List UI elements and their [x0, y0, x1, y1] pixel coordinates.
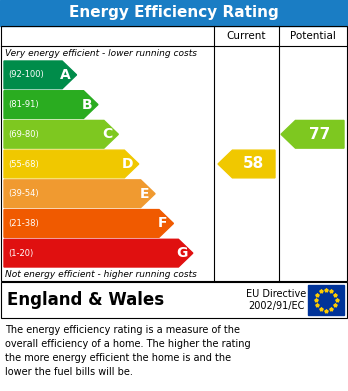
Polygon shape: [4, 120, 118, 148]
Polygon shape: [218, 150, 275, 178]
Text: B: B: [82, 98, 93, 111]
Text: 58: 58: [243, 156, 264, 172]
Polygon shape: [4, 180, 155, 208]
Bar: [0, 281, 348, 319]
Bar: [1, 282, 347, 318]
Text: F: F: [158, 217, 167, 230]
Polygon shape: [4, 61, 77, 89]
Text: Potential: Potential: [290, 31, 335, 41]
Polygon shape: [4, 150, 139, 178]
Polygon shape: [4, 91, 98, 118]
Text: Current: Current: [227, 31, 266, 41]
Text: EU Directive
2002/91/EC: EU Directive 2002/91/EC: [246, 289, 306, 311]
Text: (69-80): (69-80): [8, 130, 39, 139]
Text: Energy Efficiency Rating: Energy Efficiency Rating: [69, 5, 279, 20]
Text: The energy efficiency rating is a measure of the
overall efficiency of a home. T: The energy efficiency rating is a measur…: [5, 325, 251, 377]
Polygon shape: [281, 120, 344, 148]
Text: (55-68): (55-68): [8, 160, 39, 169]
Text: Very energy efficient - lower running costs: Very energy efficient - lower running co…: [5, 48, 197, 57]
Bar: [0, 0, 348, 26]
Text: England & Wales: England & Wales: [7, 291, 164, 309]
Text: C: C: [102, 127, 113, 141]
Text: Not energy efficient - higher running costs: Not energy efficient - higher running co…: [5, 270, 197, 279]
Text: D: D: [122, 157, 134, 171]
Polygon shape: [4, 239, 193, 267]
Bar: [1, 26, 347, 281]
Polygon shape: [4, 210, 173, 237]
Bar: [308, 285, 344, 315]
Text: (39-54): (39-54): [8, 189, 39, 198]
Text: (21-38): (21-38): [8, 219, 39, 228]
Text: 77: 77: [309, 127, 330, 142]
Text: (92-100): (92-100): [8, 70, 44, 79]
Text: (1-20): (1-20): [8, 249, 33, 258]
Text: G: G: [176, 246, 188, 260]
Text: A: A: [60, 68, 71, 82]
Text: (81-91): (81-91): [8, 100, 39, 109]
Text: E: E: [140, 187, 149, 201]
